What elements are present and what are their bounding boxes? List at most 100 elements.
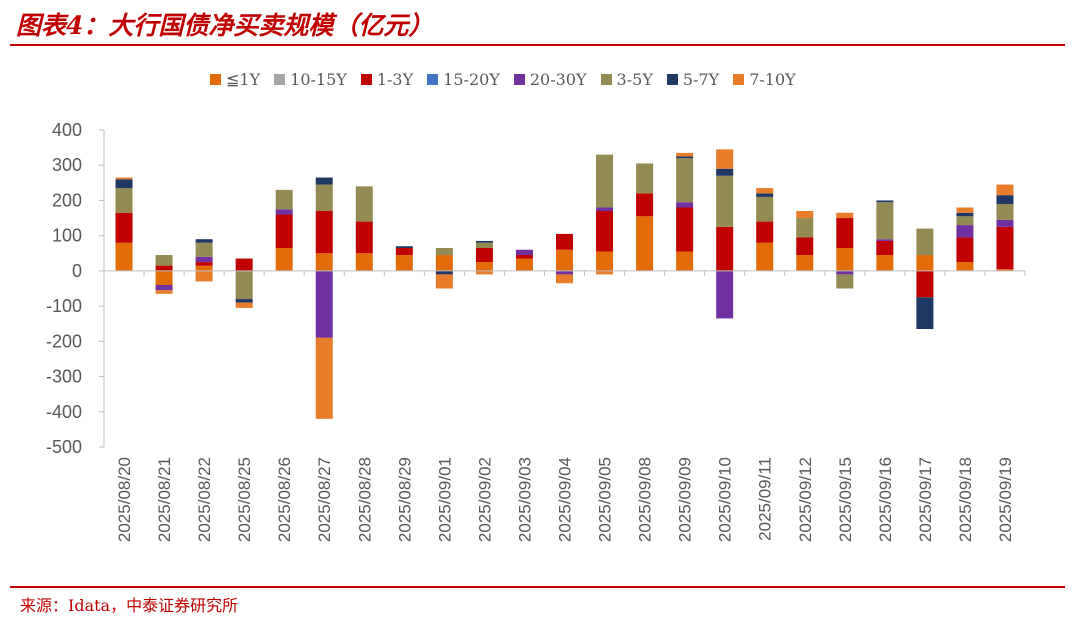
x-tick-label: 2025/09/15 [836,457,855,542]
bar-segment [315,177,333,185]
bar-segment [155,270,173,285]
x-tick-label: 2025/09/02 [475,457,494,542]
bar-segment [956,207,974,213]
chart-legend: ≦1Y 10-15Y 1-3Y 15-20Y 20-30Y 3-5Y 5-7Y 7-10Y [210,70,796,89]
bar-segment [275,189,293,210]
bar-segment [395,255,413,271]
bar-segment [556,249,573,271]
bar-segment [956,225,974,238]
y-tick-label: -100 [46,296,82,316]
bar-segment [876,240,894,256]
legend-item: 15-20Y [427,70,500,89]
x-tick-label: 2025/08/22 [195,457,214,542]
bar-segment [676,156,694,159]
legend-label: 7-10Y [749,70,796,89]
title-divider [10,44,1065,46]
bar-segment [115,212,133,243]
bar-segment [355,221,373,254]
bar-segment [556,274,573,284]
bar-segment [235,270,253,300]
footer-divider [10,586,1065,588]
bar-segment [716,175,734,227]
x-tick-label: 2025/09/19 [996,457,1015,542]
bar-segment [515,258,533,271]
title-bar: 图表4：大行国债净买卖规模（亿元） [0,0,1080,46]
y-tick-label: -200 [46,331,82,351]
bar-segment [355,253,373,271]
legend-item: 3-5Y [600,70,653,89]
bar-segment [796,237,814,256]
bar-segment [596,251,614,271]
bar-segment [956,237,974,263]
bar-segment [876,239,894,241]
source-note: 来源：Idata，中泰证券研究所 [20,596,239,615]
legend-swatch [666,74,678,85]
x-tick-label: 2025/08/26 [275,457,294,542]
x-tick-label: 2025/09/03 [515,457,534,542]
x-tick-label: 2025/09/08 [636,457,655,542]
bar-segment [676,207,694,252]
bar-segment [596,154,614,208]
bar-segment [475,240,493,243]
legend-item: 10-15Y [274,70,347,89]
bar-segment [315,253,333,271]
bar-segment [315,211,333,254]
x-tick-label: 2025/09/18 [956,457,975,542]
bar-segment [155,290,173,294]
bar-segment [355,186,373,222]
legend-swatch [427,74,439,85]
bar-segment [996,269,1014,271]
bar-segment [435,247,453,256]
bar-segment [155,255,173,266]
legend-item: 1-3Y [360,70,413,89]
bar-segment [636,193,654,217]
x-tick-label: 2025/08/29 [395,457,414,542]
bar-segment [275,214,293,248]
y-tick-label: 100 [52,226,82,246]
stacked-bar-chart: 400 300 200 100 0 -100 -200 -300 -400 -500 2025/08… [46,120,1026,542]
legend-swatch [274,74,286,85]
bar-segment [636,216,654,271]
bar-segment [956,216,974,226]
bar-segment [796,255,814,271]
bar-segment [315,337,333,419]
bar-segment [596,270,614,275]
bar-segment [435,274,453,289]
bar-segment [916,270,934,298]
bar-segment [435,255,453,271]
bar-segment [475,247,493,263]
y-tick-label: -400 [46,402,82,422]
bar-segment [756,242,774,271]
bar-segment [395,246,413,248]
legend-label: 3-5Y [616,70,653,89]
bar-segment [676,251,694,271]
x-tick-label: 2025/09/10 [716,457,735,542]
y-tick-label: 0 [72,261,82,281]
bar-segment [115,177,133,180]
bar-segment [515,255,533,259]
bar-segment [716,149,734,169]
bar-segment [195,256,213,263]
legend-item: 20-30Y [513,70,587,89]
page-title: 图表4：大行国债净买卖规模（亿元） [16,11,434,40]
bar-segment [796,218,814,238]
bar-segment [996,203,1014,220]
legend-swatch [360,74,372,85]
legend-swatch [733,74,745,85]
bar-segment [916,255,934,271]
bar-segment [596,207,614,212]
y-tick-label: 300 [52,155,82,175]
x-tick-label: 2025/09/12 [796,457,815,542]
bar-segment [756,221,774,243]
legend-label: ≦1Y [226,70,261,89]
legend-swatch [210,74,221,85]
bar-segment [395,247,413,256]
bar-segment [836,218,854,248]
bar-segment [195,239,213,243]
bar-segment [235,302,253,308]
x-tick-label: 2025/09/11 [756,457,775,541]
legend-label: 10-15Y [290,70,347,89]
bar-segment [716,168,734,176]
bar-segment [195,270,213,282]
legend-label: 5-7Y [682,70,720,89]
